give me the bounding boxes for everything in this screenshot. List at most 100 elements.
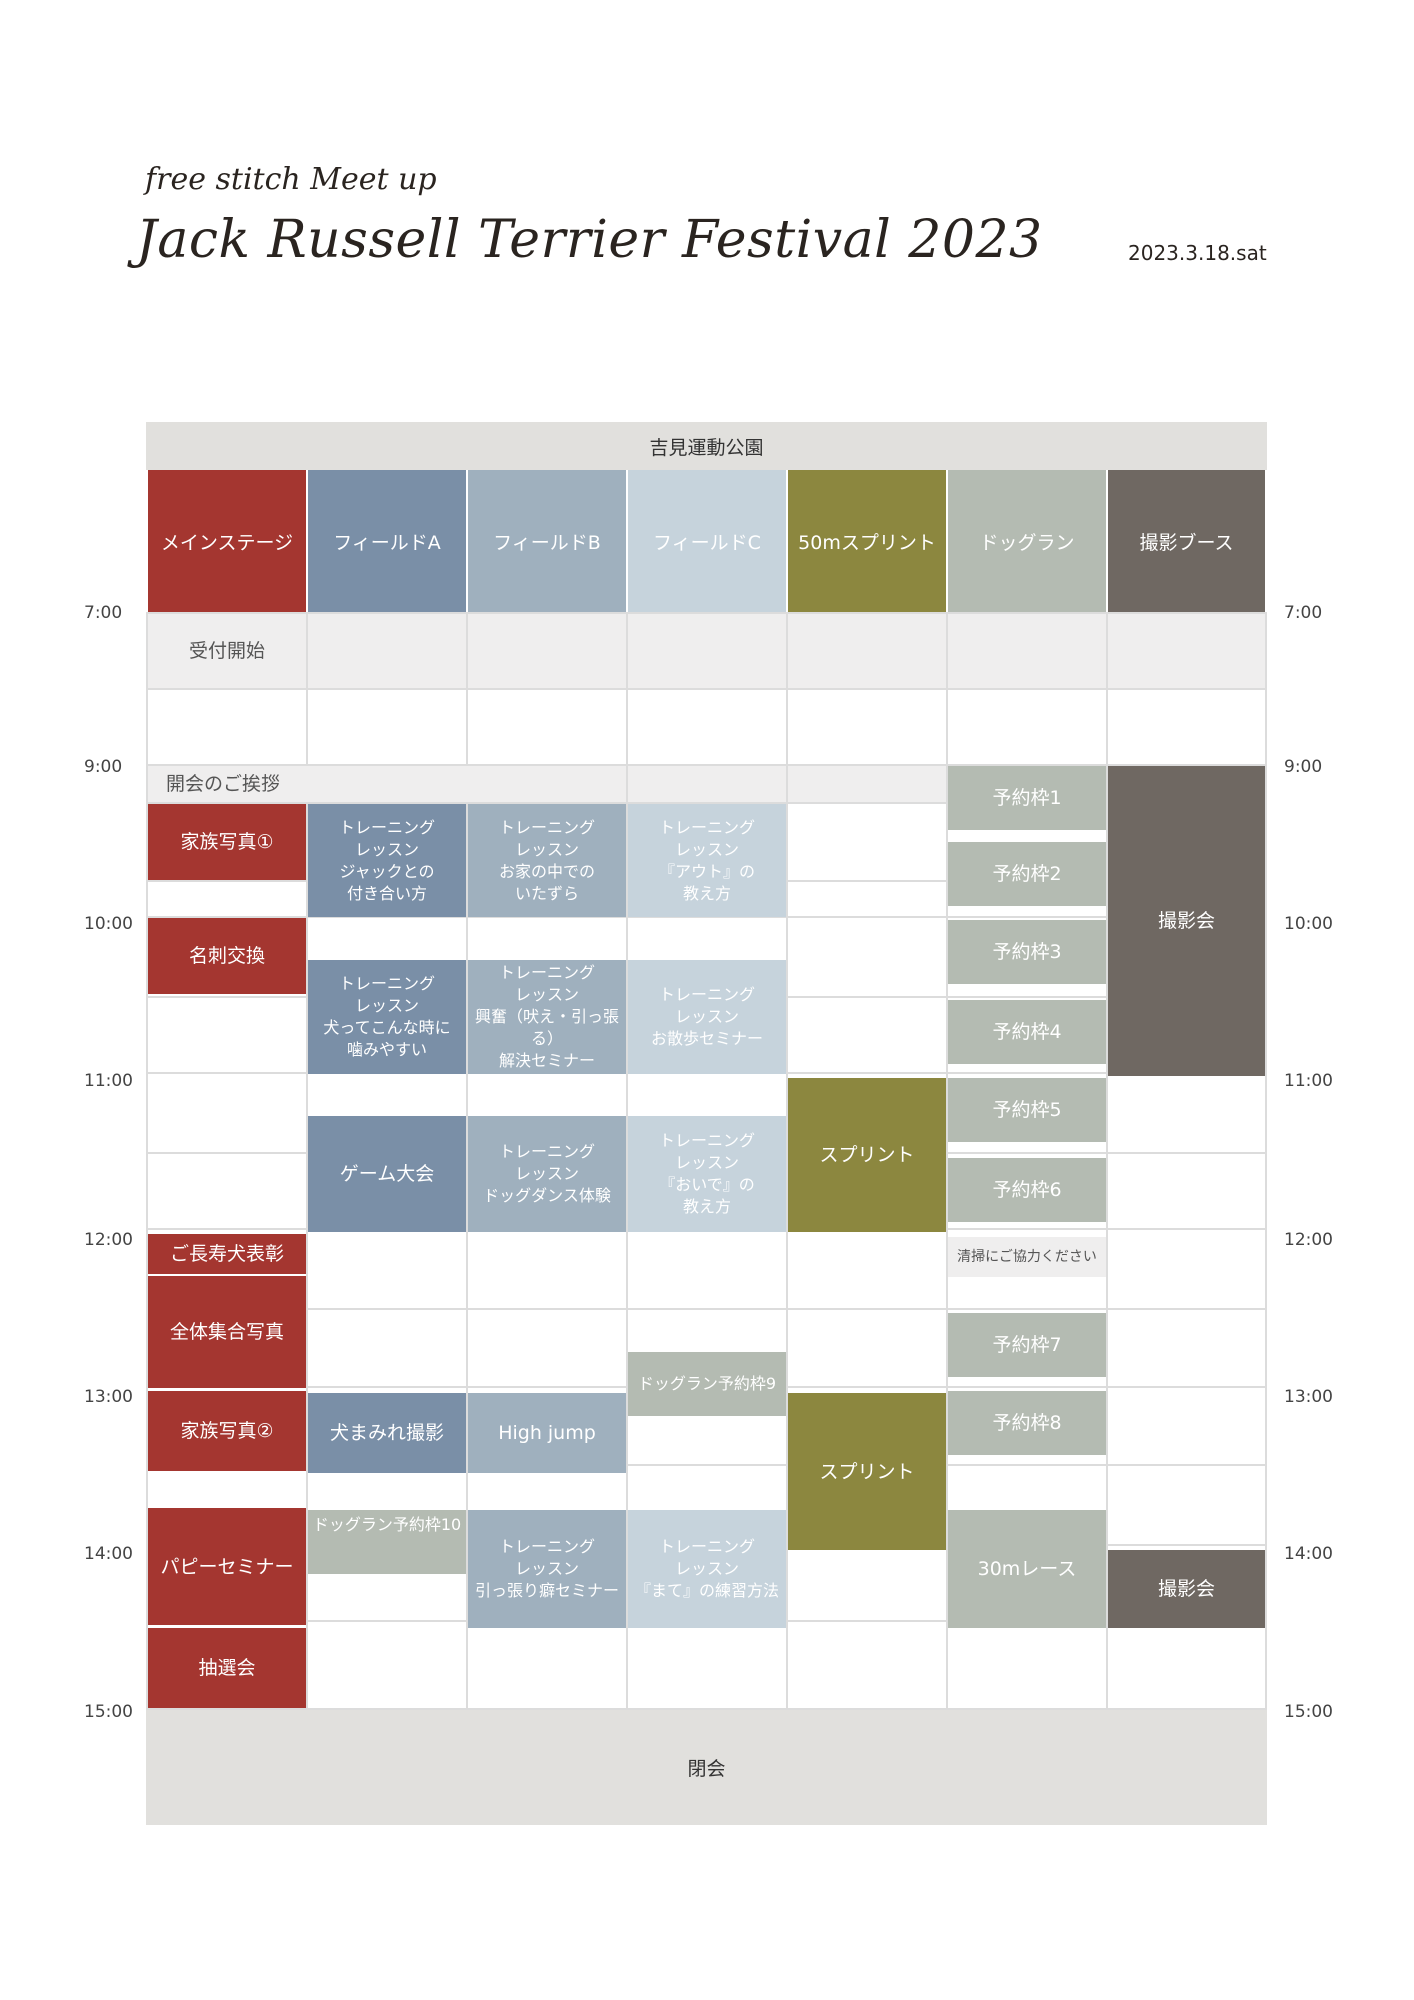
grid-cell bbox=[788, 918, 946, 996]
time-label: 15:00 bbox=[1284, 1702, 1333, 1722]
event-photo-session-2: 撮影会 bbox=[1108, 1550, 1265, 1628]
event-reservation-slot-2: 予約枠2 bbox=[948, 842, 1106, 906]
grid-cell bbox=[948, 1622, 1106, 1708]
grid-cell bbox=[948, 690, 1106, 764]
grid-cell bbox=[628, 766, 786, 802]
grid-cell bbox=[1108, 614, 1265, 688]
grid-cell bbox=[788, 1310, 946, 1386]
grid-cell bbox=[148, 998, 306, 1072]
time-label: 13:00 bbox=[1284, 1387, 1333, 1407]
grid-cell bbox=[1108, 1154, 1265, 1228]
event-field-b-lesson-1: トレーニング レッスン お家の中での いたずら bbox=[468, 804, 626, 917]
event-field-c-lesson-1: トレーニング レッスン 『アウト』の 教え方 bbox=[628, 804, 786, 917]
event-reservation-slot-3: 予約枠3 bbox=[948, 920, 1106, 984]
event-senior-dog-award: ご長寿犬表彰 bbox=[148, 1234, 306, 1274]
column-header-main-stage: メインステージ bbox=[148, 470, 306, 612]
event-dogrun-slot-9: ドッグラン予約枠9 bbox=[628, 1352, 786, 1416]
grid-cell bbox=[948, 614, 1106, 688]
event-group-photo: 全体集合写真 bbox=[148, 1276, 306, 1388]
column-header-field-c: フィールドC bbox=[628, 470, 786, 612]
event-field-b-lesson-2: トレーニング レッスン 興奮（吠え・引っ張る） 解決セミナー bbox=[468, 960, 626, 1074]
time-label: 10:00 bbox=[84, 914, 133, 934]
event-reservation-slot-8: 予約枠8 bbox=[948, 1391, 1106, 1455]
grid-cell bbox=[468, 690, 626, 764]
column-header-dog-run: ドッグラン bbox=[948, 470, 1106, 612]
event-high-jump: High jump bbox=[468, 1393, 626, 1473]
event-field-b-lesson-3: トレーニング レッスン ドッグダンス体験 bbox=[468, 1116, 626, 1232]
time-label: 7:00 bbox=[1284, 603, 1323, 623]
event-business-card-exchange: 名刺交換 bbox=[148, 918, 306, 994]
closing-bar: 閉会 bbox=[146, 1710, 1267, 1825]
column-header-sprint: 50mスプリント bbox=[788, 470, 946, 612]
event-field-c-lesson-4: トレーニング レッスン 『まて』の練習方法 bbox=[628, 1510, 786, 1628]
event-date: 2023.3.18.sat bbox=[1128, 241, 1267, 265]
grid-cell bbox=[308, 1310, 466, 1386]
event-30m-race: 30mレース bbox=[948, 1510, 1106, 1628]
grid-cell bbox=[1108, 690, 1265, 764]
time-label: 11:00 bbox=[84, 1071, 133, 1091]
grid-cell bbox=[148, 882, 306, 916]
event-field-b-lesson-4: トレーニング レッスン 引っ張り癖セミナー bbox=[468, 1510, 626, 1628]
event-field-a-lesson-2: トレーニング レッスン 犬ってこんな時に 噛みやすい bbox=[308, 960, 466, 1074]
grid-cell bbox=[628, 1230, 786, 1308]
event-family-photo-2: 家族写真② bbox=[148, 1391, 306, 1471]
time-label: 7:00 bbox=[84, 603, 123, 623]
event-reservation-slot-1: 予約枠1 bbox=[948, 766, 1106, 830]
event-dogrun-slot-10: ドッグラン予約枠10 bbox=[308, 1510, 466, 1574]
grid-cell bbox=[148, 1154, 306, 1228]
grid-cell bbox=[148, 690, 306, 764]
grid-cell bbox=[788, 882, 946, 916]
time-label: 9:00 bbox=[84, 757, 123, 777]
grid-cell bbox=[1108, 1466, 1265, 1544]
event-dog-photo-shoot: 犬まみれ撮影 bbox=[308, 1393, 466, 1473]
grid-cell bbox=[1108, 1074, 1265, 1152]
event-cleaning-notice: 清掃にご協力ください bbox=[948, 1237, 1106, 1277]
time-label: 14:00 bbox=[1284, 1544, 1333, 1564]
grid-cell bbox=[468, 1622, 626, 1708]
time-label: 9:00 bbox=[1284, 757, 1323, 777]
grid-cell bbox=[148, 1074, 306, 1152]
grid-cell bbox=[788, 766, 946, 802]
grid-cell bbox=[628, 690, 786, 764]
event-sprint-1: スプリント bbox=[788, 1078, 946, 1232]
grid-cell bbox=[468, 1310, 626, 1386]
grid-cell bbox=[788, 690, 946, 764]
event-photo-session-1: 撮影会 bbox=[1108, 766, 1265, 1076]
grid-cell bbox=[628, 614, 786, 688]
event-subtitle: free stitch Meet up bbox=[145, 162, 437, 197]
time-label: 15:00 bbox=[84, 1702, 133, 1722]
time-label: 12:00 bbox=[84, 1230, 133, 1250]
event-sprint-2: スプリント bbox=[788, 1393, 946, 1550]
grid-cell bbox=[468, 1230, 626, 1308]
grid-cell bbox=[788, 804, 946, 880]
grid-cell bbox=[308, 1230, 466, 1308]
grid-cell bbox=[1108, 1622, 1265, 1708]
grid-cell bbox=[468, 614, 626, 688]
time-label: 14:00 bbox=[84, 1544, 133, 1564]
event-reservation-slot-7: 予約枠7 bbox=[948, 1313, 1106, 1377]
event-reception: 受付開始 bbox=[148, 614, 306, 688]
event-puppy-seminar: パピーセミナー bbox=[148, 1508, 306, 1625]
column-header-field-a: フィールドA bbox=[308, 470, 466, 612]
event-title: Jack Russell Terrier Festival 2023 bbox=[136, 210, 1043, 270]
grid-cell bbox=[788, 614, 946, 688]
event-reservation-slot-4: 予約枠4 bbox=[948, 1000, 1106, 1064]
time-label: 11:00 bbox=[1284, 1071, 1333, 1091]
grid-cell bbox=[1108, 1230, 1265, 1308]
grid-cell bbox=[788, 1546, 946, 1620]
grid-cell bbox=[308, 690, 466, 764]
grid-cell bbox=[308, 614, 466, 688]
event-field-c-lesson-2: トレーニング レッスン お散歩セミナー bbox=[628, 960, 786, 1074]
grid-cell bbox=[788, 1230, 946, 1308]
column-header-photo-booth: 撮影ブース bbox=[1108, 470, 1265, 612]
grid-cell bbox=[308, 1622, 466, 1708]
event-opening-greeting: 開会のご挨拶 bbox=[148, 766, 610, 802]
event-family-photo-1: 家族写真① bbox=[148, 804, 306, 880]
grid-cell bbox=[1108, 1388, 1265, 1464]
time-label: 12:00 bbox=[1284, 1230, 1333, 1250]
event-field-a-lesson-1: トレーニング レッスン ジャックとの 付き合い方 bbox=[308, 804, 466, 917]
event-field-c-lesson-3: トレーニング レッスン 『おいで』の 教え方 bbox=[628, 1116, 786, 1232]
event-reservation-slot-5: 予約枠5 bbox=[948, 1078, 1106, 1142]
grid-cell bbox=[788, 998, 946, 1072]
time-label: 13:00 bbox=[84, 1387, 133, 1407]
